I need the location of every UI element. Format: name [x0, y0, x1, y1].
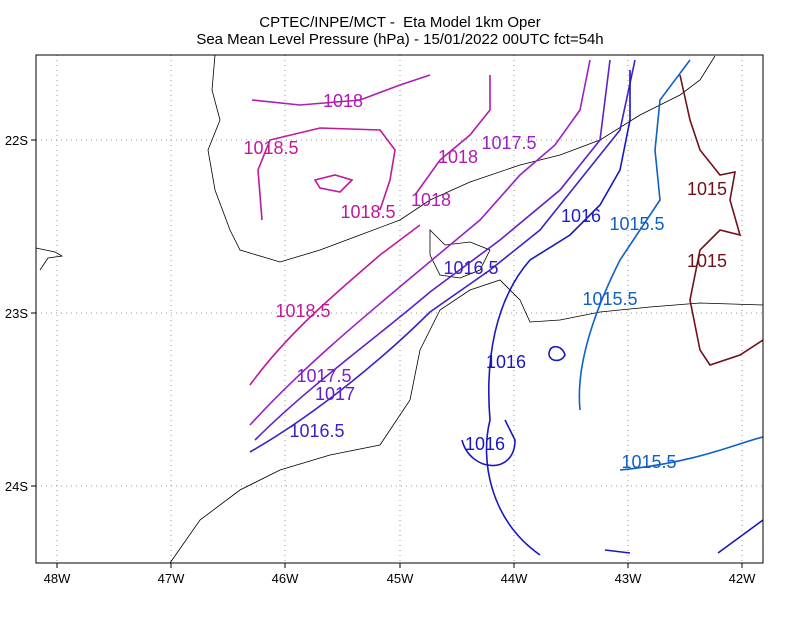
subtitle: Sea Mean Level Pressure (hPa) - 15/01/20… [196, 31, 603, 48]
map-frame [35, 54, 764, 564]
lon-label: 42W [729, 571, 756, 586]
contour-line [679, 74, 764, 366]
lon-label: 45W [387, 571, 414, 586]
contour-label: 1016 [561, 206, 601, 226]
coastline [169, 279, 764, 564]
contour-line [578, 59, 691, 411]
contour-label: 1018.5 [275, 301, 330, 321]
contour-label: 1017 [315, 384, 355, 404]
contour-label: 1018 [411, 190, 451, 210]
lon-label: 44W [501, 571, 528, 586]
coastline [35, 247, 64, 271]
lat-label: 23S [5, 306, 28, 321]
contour-label: 1015.5 [582, 289, 637, 309]
lat-label: 24S [5, 479, 28, 494]
contour-label: 1016.5 [443, 258, 498, 278]
contour-line [254, 59, 611, 441]
contour-label: 1018 [323, 91, 363, 111]
contour-line [257, 127, 396, 221]
contour-label: 1017.5 [296, 366, 351, 386]
contour-label: 1017.5 [481, 133, 536, 153]
contour-line [604, 519, 764, 554]
contour-label: 1015.5 [621, 452, 676, 472]
title: CPTEC/INPE/MCT - Eta Model 1km Oper [259, 14, 540, 31]
contour-line [249, 59, 636, 453]
contour-line [249, 59, 591, 426]
coastline [207, 54, 716, 263]
lon-label: 47W [158, 571, 185, 586]
contour-label: 1015 [687, 251, 727, 271]
contour-line [249, 224, 421, 386]
contour-line [461, 419, 516, 467]
contour-label: 1016 [486, 352, 526, 372]
contour-label: 1015 [687, 179, 727, 199]
contour-line [485, 70, 631, 556]
island [429, 229, 491, 279]
contour-line [414, 75, 491, 196]
contour-label: 1018.5 [243, 138, 298, 158]
contour-label: 1018.5 [340, 202, 395, 222]
lon-label: 46W [272, 571, 299, 586]
grid [31, 55, 763, 568]
contours [249, 59, 764, 556]
coastline [35, 54, 764, 564]
contour-line [619, 436, 764, 471]
contour-label: 1015.5 [609, 214, 664, 234]
contour-line [548, 345, 566, 362]
lat-label: 22S [5, 133, 28, 148]
contour-line [313, 174, 354, 193]
lon-label: 43W [615, 571, 642, 586]
contour-label: 1016 [465, 434, 505, 454]
contour-label: 1016.5 [289, 421, 344, 441]
contour-line [251, 74, 431, 106]
contour-label: 1018 [438, 147, 478, 167]
lon-label: 48W [44, 571, 71, 586]
